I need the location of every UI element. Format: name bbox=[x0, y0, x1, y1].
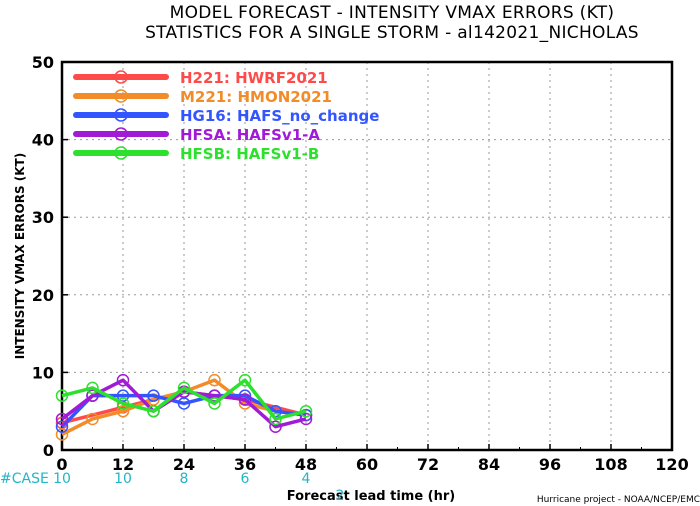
legend-item: HFSA: HAFSv1-A bbox=[73, 126, 320, 144]
data-point bbox=[238, 393, 252, 406]
x-tick-label: 24 bbox=[173, 455, 195, 474]
y-tick-label: 40 bbox=[32, 131, 54, 150]
data-point bbox=[55, 389, 69, 402]
legend-marker bbox=[114, 108, 128, 122]
legend-marker bbox=[114, 127, 128, 141]
data-point bbox=[116, 397, 130, 410]
legend-marker bbox=[114, 89, 128, 103]
case-count: 6 bbox=[241, 471, 250, 487]
x-tick-label: 108 bbox=[594, 455, 627, 474]
case-count: 10 bbox=[53, 471, 71, 487]
legend-label: HFSB: HAFSv1-B bbox=[180, 145, 319, 163]
y-tick-label: 10 bbox=[32, 363, 54, 382]
case-count: 8 bbox=[180, 471, 189, 487]
x-tick-label: 72 bbox=[417, 455, 439, 474]
data-point bbox=[208, 389, 221, 402]
series-line bbox=[60, 378, 307, 429]
y-tick-label: 20 bbox=[32, 286, 54, 305]
x-tick-label: 48 bbox=[295, 455, 317, 474]
axis-ticks: 0 12 24 36 48 60 72 84 96 108 120 0 10 20 30 40 50 bbox=[32, 53, 689, 474]
data-point bbox=[55, 420, 69, 433]
x-tick-label: 60 bbox=[356, 455, 378, 474]
x-tick-label: 0 bbox=[56, 455, 67, 474]
x-tick-label: 12 bbox=[112, 455, 134, 474]
x-tick-label: 84 bbox=[478, 455, 500, 474]
legend-item: HFSB: HAFSv1-B bbox=[73, 145, 319, 163]
chart-title-line-1: MODEL FORECAST - INTENSITY VMAX ERRORS (… bbox=[170, 3, 615, 23]
legend-marker bbox=[114, 70, 128, 84]
legend-marker bbox=[114, 146, 128, 160]
series-layer bbox=[55, 373, 313, 441]
x-tick-label: 96 bbox=[539, 455, 561, 474]
legend-label: M221: HMON2021 bbox=[180, 88, 332, 106]
data-point bbox=[269, 420, 282, 433]
data-point bbox=[269, 412, 282, 426]
chart-title-line-2: STATISTICS FOR A SINGLE STORM - al142021… bbox=[145, 23, 639, 43]
y-tick-label: 30 bbox=[32, 208, 54, 227]
legend-item: HG16: HAFS_no_change bbox=[73, 107, 379, 125]
case-count: 10 bbox=[114, 471, 132, 487]
legend-item: H221: HWRF2021 bbox=[73, 69, 328, 87]
legend-label: HG16: HAFS_no_change bbox=[180, 107, 379, 125]
x-tick-label: 36 bbox=[234, 455, 256, 474]
data-point bbox=[299, 404, 313, 418]
case-label: #CASE bbox=[0, 471, 49, 487]
data-point bbox=[147, 404, 160, 418]
legend-label: HFSA: HAFSv1-A bbox=[180, 126, 320, 144]
data-point bbox=[299, 412, 313, 426]
data-point bbox=[147, 389, 160, 402]
data-point bbox=[55, 428, 69, 441]
data-point bbox=[238, 373, 252, 387]
data-point bbox=[177, 381, 191, 395]
series-4 bbox=[55, 373, 313, 426]
data-point bbox=[116, 389, 130, 402]
case-counts: 10 10 8 6 4 2 bbox=[53, 471, 344, 504]
data-point bbox=[86, 389, 99, 402]
data-point bbox=[208, 397, 221, 410]
data-point bbox=[55, 412, 69, 426]
data-point bbox=[208, 373, 221, 387]
y-tick-label: 50 bbox=[32, 53, 54, 72]
y-tick-label: 0 bbox=[43, 441, 54, 460]
legend-item: M221: HMON2021 bbox=[73, 88, 332, 106]
y-axis-label: INTENSITY VMAX ERRORS (KT) bbox=[13, 153, 27, 359]
legend-label: H221: HWRF2021 bbox=[180, 69, 328, 87]
credit-text: Hurricane project - NOAA/NCEP/EMC bbox=[537, 495, 700, 505]
data-point bbox=[86, 412, 99, 426]
x-axis-label: Forecast lead time (hr) bbox=[287, 489, 455, 504]
data-point bbox=[116, 373, 130, 387]
series-line bbox=[61, 378, 307, 421]
data-point bbox=[86, 381, 99, 395]
x-tick-label: 120 bbox=[655, 455, 688, 474]
data-point bbox=[116, 404, 130, 418]
case-count: 4 bbox=[302, 471, 311, 487]
case-count: 2 bbox=[336, 488, 345, 504]
